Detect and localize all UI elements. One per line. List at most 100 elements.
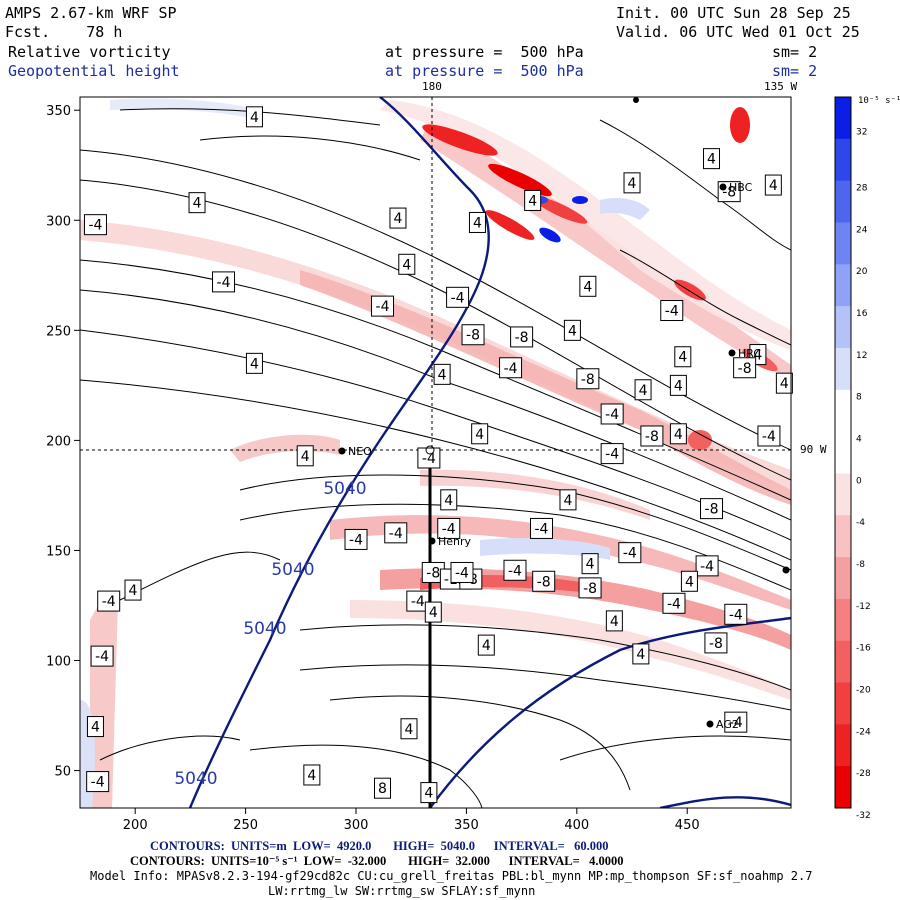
svg-text:-4: -4 — [667, 596, 681, 612]
svg-text:4: 4 — [583, 279, 592, 295]
svg-text:-8: -8 — [466, 328, 480, 344]
contour-value-label: 4 — [524, 189, 542, 211]
svg-text:4: 4 — [424, 786, 433, 802]
svg-text:4: 4 — [444, 493, 453, 509]
colorbar-swatch — [835, 473, 851, 516]
y-tick-label: 150 — [46, 544, 71, 559]
svg-text:-4: -4 — [729, 607, 743, 623]
height-contours — [188, 97, 791, 808]
contour-value-label: 4 — [296, 445, 314, 467]
height-contour-labels: 5040 5040 5040 5040 — [174, 479, 366, 789]
forecast-hour: Fcst. 78 h — [5, 23, 123, 41]
contour-value-label: -8 — [576, 368, 600, 390]
contour-value-label: -4 — [724, 711, 748, 733]
contour-value-label: 8 — [374, 777, 392, 799]
contour-value-label: -4 — [83, 214, 107, 236]
svg-text:4: 4 — [636, 647, 645, 663]
contour-value-label: -8 — [704, 632, 728, 654]
svg-text:-4: -4 — [508, 563, 522, 579]
svg-text:-8: -8 — [537, 574, 551, 590]
station-hbc: HBC — [719, 181, 753, 194]
svg-text:4: 4 — [473, 215, 482, 231]
svg-text:-4: -4 — [376, 299, 390, 315]
svg-text:-4: -4 — [605, 447, 619, 463]
colorbar-tick-label: 16 — [856, 309, 868, 319]
contour-value-label: 4 — [468, 211, 486, 233]
svg-text:4: 4 — [685, 574, 694, 590]
x-tick-label: 350 — [454, 818, 479, 833]
colorbar-swatch — [835, 640, 851, 684]
vorticity-contour — [80, 379, 791, 561]
contour-value-label: 4 — [303, 764, 321, 786]
vorticity-contour — [249, 744, 483, 808]
svg-text:-4: -4 — [349, 532, 363, 548]
station-label: NEO — [348, 445, 372, 458]
svg-text:-8: -8 — [515, 330, 529, 346]
colorbar-tick-label: -24 — [856, 727, 871, 737]
colorbar-tick-label: 0 — [856, 476, 862, 486]
colorbar-tick-label: -28 — [856, 769, 871, 779]
contour-value-label: 4 — [634, 379, 652, 401]
svg-text:-4: -4 — [762, 429, 776, 445]
vorticity-contour — [559, 735, 791, 761]
x-tick-label: 250 — [233, 818, 258, 833]
contour-value-label: -4 — [600, 403, 624, 425]
contour-value-label: 4 — [632, 643, 650, 665]
station-hrc: HRC — [728, 347, 761, 360]
smooth1-label: sm= 2 — [772, 43, 818, 61]
svg-text:4: 4 — [564, 493, 573, 509]
contour-value-label: -4 — [503, 559, 527, 581]
contour-value-label: 4 — [400, 718, 418, 740]
svg-text:8: 8 — [378, 781, 387, 797]
contour-value-label: -4 — [212, 271, 236, 293]
y-tick-label: 100 — [46, 655, 71, 670]
svg-text:4: 4 — [568, 323, 577, 339]
vorticity-contour — [329, 695, 631, 791]
vorticity-contour — [80, 259, 791, 501]
contour-value-label: 4 — [398, 253, 416, 275]
colorbar-swatch — [835, 306, 851, 349]
svg-text:-4: -4 — [411, 594, 425, 610]
contour-value-label: 4 — [764, 174, 782, 196]
svg-text:4: 4 — [193, 196, 202, 212]
contour-value-label: -4 — [384, 522, 408, 544]
contour-value-label: 4 — [188, 192, 206, 214]
contour-value-label: -4 — [662, 592, 686, 614]
contour-value-label: -4 — [446, 286, 470, 308]
colorbar-tick-label: -8 — [856, 560, 865, 570]
meridian-label-135w: 135 W — [764, 80, 798, 93]
svg-text:-4: -4 — [504, 361, 518, 377]
svg-text:-4: -4 — [389, 526, 403, 542]
contour-value-label: 4 — [433, 363, 451, 385]
svg-text:-8: -8 — [738, 361, 752, 377]
colorbar-tick-label: -12 — [856, 602, 871, 612]
contour-value-label: 4 — [420, 782, 438, 804]
svg-text:4: 4 — [707, 152, 716, 168]
svg-text:4: 4 — [628, 176, 637, 192]
colorbar-tick-label: 20 — [856, 267, 868, 277]
svg-text:-4: -4 — [623, 546, 637, 562]
svg-text:4: 4 — [528, 193, 537, 209]
svg-text:-4: -4 — [102, 594, 116, 610]
svg-text:4: 4 — [91, 720, 100, 736]
cross-section-origin — [425, 445, 435, 455]
colorbar-tick-label: -4 — [856, 518, 865, 528]
contour-value-label: -4 — [344, 528, 368, 550]
colorbar-tick-label: 24 — [856, 225, 868, 235]
svg-text:-4: -4 — [605, 407, 619, 423]
contour-value-label: 4 — [703, 148, 721, 170]
footer-height-contours: CONTOURS: UNITS=m LOW= 4920.0 HIGH= 5040… — [150, 839, 609, 853]
y-tick-label: 250 — [46, 324, 71, 339]
height-contour-label: 5040 — [243, 619, 286, 639]
x-tick-label: 300 — [344, 818, 369, 833]
axes: 200 250 300 350 400 450 50 100 150 200 250 300 350 — [46, 104, 699, 833]
contour-value-label: 4 — [86, 716, 104, 738]
colorbar-tick-label: 4 — [856, 434, 862, 444]
station-henry: Henry — [428, 535, 472, 548]
svg-text:4: 4 — [674, 427, 683, 443]
footer-vorticity-contours: CONTOURS: UNITS=10⁻⁵ s⁻¹ LOW= -32.000 HI… — [130, 854, 624, 868]
contour-value-label: 4 — [581, 553, 599, 575]
contour-value-label: -4 — [600, 443, 624, 465]
svg-text:4: 4 — [429, 605, 438, 621]
